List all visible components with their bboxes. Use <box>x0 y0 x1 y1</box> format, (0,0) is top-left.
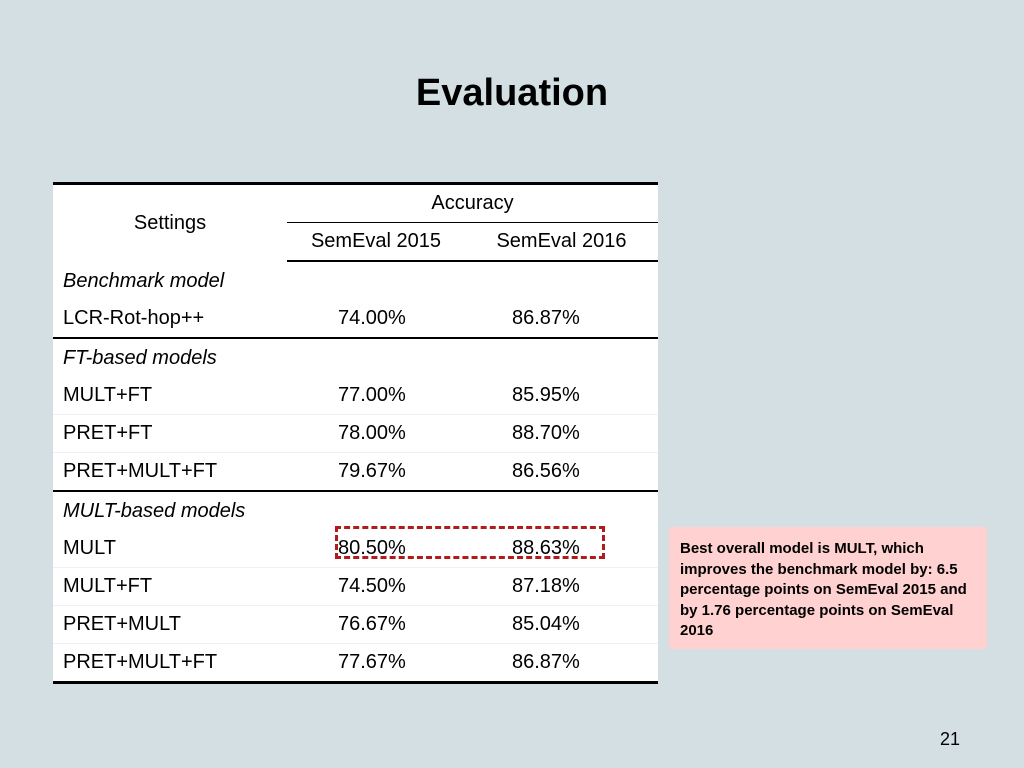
semeval-2016-value: 87.18% <box>465 567 658 606</box>
group-row-mult-based: MULT-based models <box>53 491 658 530</box>
semeval-2016-value: 86.87% <box>465 643 658 684</box>
semeval-2016-value: 88.70% <box>465 414 658 453</box>
group-label: MULT-based models <box>63 499 246 522</box>
model-name: PRET+MULT+FT <box>53 643 287 684</box>
table-row: PRET+MULT+FT 79.67% 86.56% <box>53 452 658 492</box>
semeval-2016-header: SemEval 2016 <box>465 222 658 262</box>
model-name: MULT+FT <box>53 377 287 415</box>
semeval-2016-value: 86.87% <box>465 300 658 339</box>
table-row: PRET+MULT+FT 77.67% 86.87% <box>53 643 658 684</box>
accuracy-header: Accuracy <box>287 182 658 223</box>
group-label: Benchmark model <box>63 269 225 292</box>
semeval-2015-header: SemEval 2015 <box>287 222 465 262</box>
semeval-2016-value: 85.95% <box>465 377 658 415</box>
model-name: LCR-Rot-hop++ <box>53 300 287 339</box>
semeval-2016-value: 88.63% <box>465 530 658 568</box>
model-name: PRET+FT <box>53 414 287 453</box>
best-model-note: Best overall model is MULT, which improv… <box>669 527 987 649</box>
settings-header: Settings <box>53 182 287 261</box>
semeval-2015-value: 80.50% <box>287 530 465 568</box>
model-name: MULT+FT <box>53 567 287 606</box>
semeval-2015-value: 78.00% <box>287 414 465 453</box>
table-row: PRET+FT 78.00% 88.70% <box>53 414 658 453</box>
semeval-2015-value: 76.67% <box>287 605 465 644</box>
table-row: MULT 80.50% 88.63% <box>53 530 658 568</box>
semeval-2015-value: 77.00% <box>287 377 465 415</box>
semeval-2015-value: 74.00% <box>287 300 465 339</box>
table-row: MULT+FT 77.00% 85.95% <box>53 377 658 415</box>
group-row-benchmark: Benchmark model <box>53 261 658 300</box>
group-row-ft-based: FT-based models <box>53 338 658 377</box>
semeval-2016-value: 86.56% <box>465 452 658 492</box>
results-table: Settings Accuracy SemEval 2015 SemEval 2… <box>53 182 658 684</box>
table-row: PRET+MULT 76.67% 85.04% <box>53 605 658 644</box>
semeval-2015-value: 79.67% <box>287 452 465 492</box>
model-name: PRET+MULT+FT <box>53 452 287 492</box>
semeval-2016-value: 85.04% <box>465 605 658 644</box>
model-name: MULT <box>53 530 287 568</box>
table-row: MULT+FT 74.50% 87.18% <box>53 567 658 606</box>
semeval-2015-value: 77.67% <box>287 643 465 684</box>
page-number: 21 <box>939 729 961 749</box>
group-label: FT-based models <box>63 346 217 369</box>
semeval-2015-value: 74.50% <box>287 567 465 606</box>
slide-title: Evaluation <box>415 72 609 114</box>
model-name: PRET+MULT <box>53 605 287 644</box>
table-row: LCR-Rot-hop++ 74.00% 86.87% <box>53 300 658 339</box>
